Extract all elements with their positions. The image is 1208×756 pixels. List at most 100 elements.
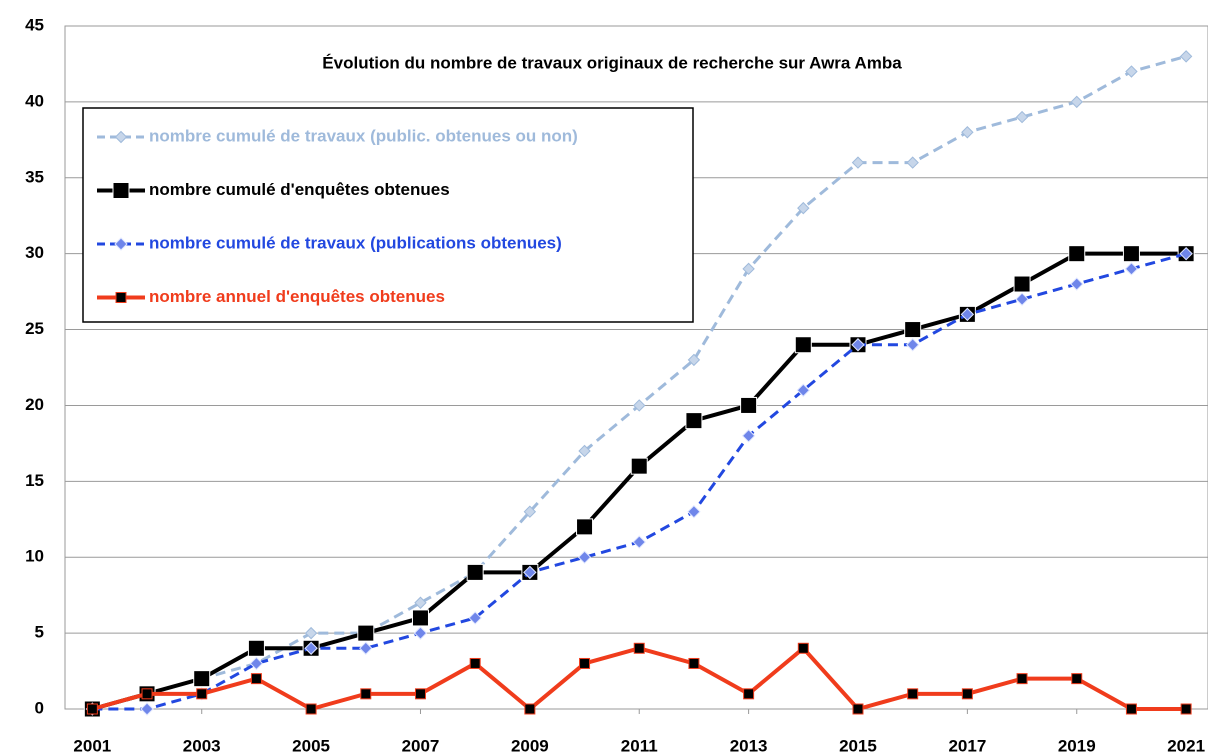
marker [743,688,755,700]
marker [633,642,645,654]
x-tick-label: 2007 [402,736,440,755]
marker [904,321,922,339]
marker [577,550,592,564]
marker [86,703,98,715]
marker [1179,50,1193,63]
marker [797,642,809,654]
marker [1015,110,1029,124]
marker [359,641,373,655]
legend-label: nombre annuel d'enquêtes obtenues [149,287,445,306]
x-tick-label: 2021 [1167,736,1205,755]
legend-label: nombre cumulé de travaux (publications o… [149,233,562,252]
marker [578,444,591,458]
marker [905,338,920,352]
marker [688,657,700,669]
y-tick-label: 10 [25,547,44,566]
marker [1016,673,1028,685]
marker [304,641,318,655]
marker [1015,292,1029,306]
marker [114,130,128,144]
y-tick-label: 15 [25,471,44,490]
marker [1125,65,1138,78]
series [86,642,1192,715]
marker [523,565,537,580]
marker [305,703,317,715]
marker [1013,275,1031,293]
marker [1125,703,1137,715]
marker [466,563,484,581]
marker [357,624,375,642]
marker [851,156,865,169]
marker [741,429,756,443]
marker [1122,245,1140,263]
y-tick-label: 0 [35,698,44,717]
marker [907,688,919,700]
x-tick-label: 2001 [73,736,111,755]
marker [114,237,128,251]
marker [141,688,153,700]
x-tick-label: 2019 [1058,736,1096,755]
legend-box [82,107,694,323]
marker [193,670,211,688]
marker [196,688,208,700]
marker [961,126,974,139]
marker [630,457,648,475]
marker [742,262,755,276]
marker [687,504,701,519]
marker [469,657,481,669]
marker [685,412,703,430]
y-tick-label: 25 [25,319,44,338]
marker [906,156,919,169]
x-tick-label: 2017 [948,736,986,755]
marker [960,307,975,322]
marker [1179,246,1193,261]
y-tick-label: 20 [25,395,44,414]
marker [1070,277,1084,291]
marker [794,336,812,354]
marker [247,639,265,657]
x-tick-label: 2013 [730,736,768,755]
marker [468,611,482,625]
marker [1068,245,1086,263]
x-tick-label: 2015 [839,736,877,755]
y-tick-label: 5 [35,623,44,642]
y-tick-label: 30 [25,243,44,262]
marker [250,673,262,685]
marker [360,688,372,700]
marker [414,688,426,700]
marker [115,292,127,303]
marker [852,703,864,715]
marker [687,353,701,367]
marker [304,626,318,640]
marker [413,626,428,640]
marker [112,182,130,199]
marker [249,656,264,671]
marker [633,399,646,412]
marker [796,383,811,397]
marker [1124,262,1139,276]
marker [576,518,594,536]
series [83,245,1195,718]
legend-label: nombre cumulé de travaux (public. obtenu… [149,126,578,145]
y-tick-label: 35 [25,167,44,186]
chart-title: Évolution du nombre de travaux originaux… [322,53,902,72]
x-tick-label: 2005 [292,736,330,755]
marker [1180,703,1192,715]
marker [579,657,591,669]
legend: nombre cumulé de travaux (public. obtenu… [82,107,694,323]
x-tick-label: 2009 [511,736,549,755]
marker [851,338,865,352]
marker [1071,673,1083,685]
marker [523,505,537,518]
marker [140,702,154,716]
marker [524,703,536,715]
marker [632,535,646,549]
marker [961,688,973,700]
y-tick-label: 45 [25,15,44,34]
x-tick-label: 2011 [621,736,658,755]
y-tick-label: 40 [25,91,44,110]
legend-label: nombre cumulé d'enquêtes obtenues [149,180,450,199]
marker [414,596,427,609]
marker [1070,95,1083,109]
